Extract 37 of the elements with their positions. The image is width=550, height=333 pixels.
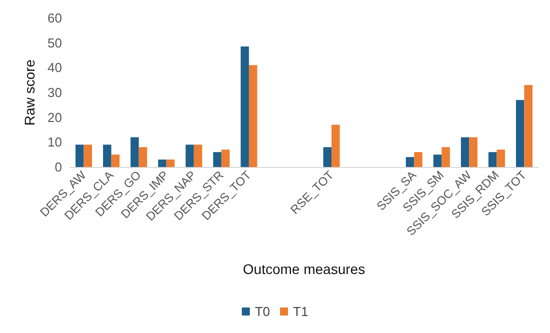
bar	[240, 46, 249, 167]
bar	[186, 144, 194, 167]
bar	[158, 160, 166, 167]
y-tick-label: 0	[54, 160, 62, 174]
y-tick-label: 20	[48, 110, 62, 125]
bar	[221, 150, 230, 167]
y-axis-title: Raw score	[22, 59, 38, 126]
bar	[76, 144, 84, 167]
bar	[213, 152, 222, 167]
y-tick-label: 60	[48, 10, 62, 26]
bar	[111, 154, 120, 167]
bar	[469, 137, 478, 167]
y-tick-label: 10	[48, 134, 62, 150]
bar	[130, 137, 139, 167]
bar	[488, 152, 497, 167]
bar	[84, 144, 92, 167]
bar	[138, 147, 148, 167]
y-tick-label: 30	[48, 85, 62, 100]
y-tick-label: 50	[48, 35, 62, 50]
bar	[103, 144, 112, 167]
bar	[460, 137, 470, 167]
bar	[414, 152, 422, 167]
bar	[332, 124, 340, 167]
bar	[516, 100, 524, 167]
bar	[248, 65, 258, 167]
x-axis-title: Outcome measures	[242, 261, 366, 277]
legend-label: T0	[254, 304, 270, 319]
bar	[442, 147, 450, 167]
bar	[166, 160, 175, 167]
bar	[433, 154, 442, 167]
bar	[496, 150, 505, 167]
bar	[524, 85, 532, 167]
bar	[406, 157, 414, 167]
bar	[323, 147, 332, 167]
y-tick-label: 40	[48, 60, 62, 76]
bar	[194, 144, 202, 167]
legend-label: T1	[293, 304, 308, 319]
